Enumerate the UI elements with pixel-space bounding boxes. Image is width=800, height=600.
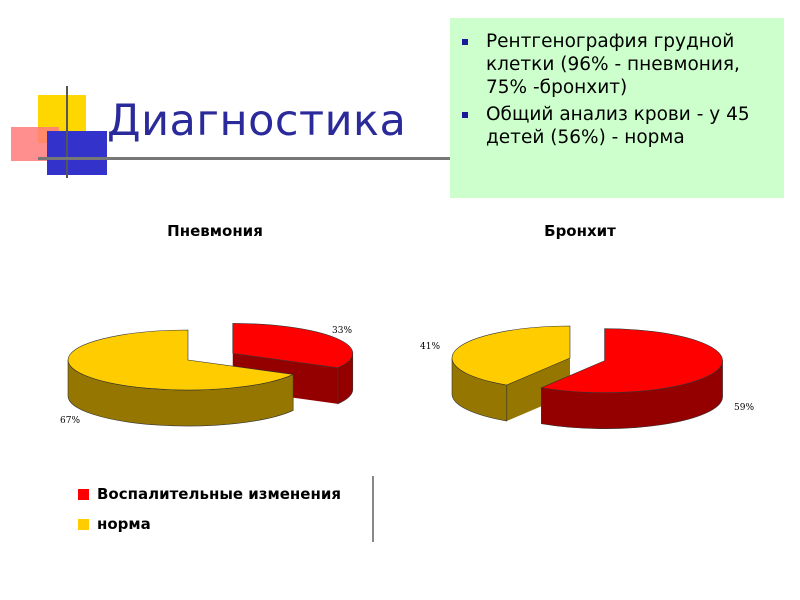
pie-data-label: 67%	[60, 416, 80, 426]
decor-blue-square	[47, 131, 107, 175]
legend-label: Воспалительные изменения	[97, 485, 341, 503]
pie-data-label: 59%	[734, 403, 754, 413]
legend-swatch	[78, 518, 89, 530]
chart-legend: Воспалительные изменения норма	[66, 476, 374, 542]
legend-divider	[372, 476, 374, 542]
pie-data-label: 41%	[420, 342, 440, 352]
legend-item-norm: норма	[78, 514, 151, 534]
pie-slice-top	[67, 329, 295, 391]
title-rule	[38, 157, 450, 160]
bullet-square-icon	[462, 39, 468, 45]
pie-data-label: 33%	[332, 326, 352, 336]
decor-vertical-line	[66, 86, 68, 178]
bullet-list: Рентгенография грудной клетки (96% - пне…	[460, 30, 770, 149]
pie-slice	[540, 328, 723, 430]
legend-item-inflammatory: Воспалительные изменения	[78, 484, 341, 504]
bullet-item: Рентгенография грудной клетки (96% - пне…	[460, 30, 770, 99]
slide-title: Диагностика	[107, 96, 407, 146]
legend-label: норма	[97, 515, 151, 533]
pie-slice	[451, 325, 571, 422]
chart-title-bronchitis: Бронхит	[544, 222, 616, 240]
chart-title-pneumonia: Пневмония	[167, 222, 263, 240]
legend-swatch	[78, 488, 89, 500]
pie-slice-top	[232, 323, 354, 369]
pie-chart-bronchitis: 59% 41%	[420, 325, 754, 430]
bullet-text: Общий анализ крови - у 45 детей (56%) - …	[486, 104, 750, 148]
bullet-square-icon	[462, 112, 468, 118]
pie-slice-top	[540, 328, 723, 394]
bullet-item: Общий анализ крови - у 45 детей (56%) - …	[460, 103, 770, 149]
bullet-text: Рентгенография грудной клетки (96% - пне…	[486, 31, 740, 98]
info-box: Рентгенография грудной клетки (96% - пне…	[450, 18, 784, 198]
pie-chart-pneumonia: 33% 67%	[60, 323, 354, 427]
pie-slice-top	[451, 325, 571, 386]
pie-slice-wall	[506, 358, 570, 422]
pie-slice	[67, 329, 295, 427]
